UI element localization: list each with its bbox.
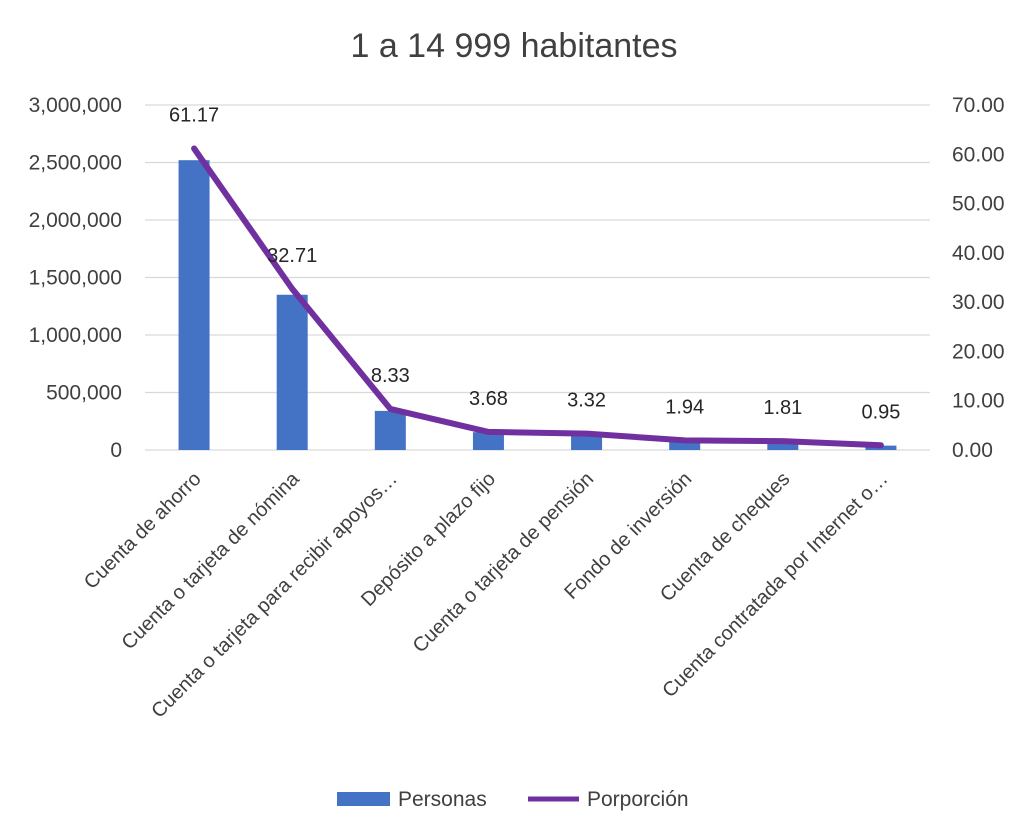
legend: Personas Porporción (337, 788, 689, 811)
right-tick-label: 40.00 (952, 242, 1005, 265)
line-series-proporcion (191, 145, 884, 449)
category-label: Cuenta contratada por Internet o… (658, 468, 892, 702)
category-label: Cuenta o tarjeta de pensión (409, 468, 598, 657)
data-label: 1.94 (665, 396, 704, 418)
line-proporcion (191, 145, 884, 449)
right-tick-label: 10.00 (952, 390, 1005, 413)
data-label: 0.95 (861, 401, 900, 423)
bar-personas (276, 294, 308, 450)
data-label: 8.33 (371, 365, 410, 387)
left-tick-label: 1,500,000 (29, 267, 122, 290)
bar-personas (669, 440, 701, 450)
legend-label-proporcion: Porporción (587, 788, 689, 811)
data-labels: 61.17 32.71 8.33 3.68 3.32 1.94 1.81 0.95 (169, 105, 900, 424)
legend-label-personas: Personas (398, 788, 487, 811)
bar-personas (374, 410, 406, 450)
bars-personas (178, 160, 897, 450)
data-label: 1.81 (763, 397, 802, 419)
chart-title: 1 a 14 999 habitantes (350, 27, 677, 65)
bar-personas (472, 432, 504, 450)
right-tick-label: 0.00 (952, 439, 993, 462)
left-tick-label: 3,000,000 (29, 94, 122, 117)
left-tick-label: 500,000 (46, 382, 122, 405)
data-label: 32.71 (267, 245, 317, 267)
bar-personas (178, 160, 210, 450)
right-tick-label: 20.00 (952, 340, 1005, 363)
right-tick-label: 50.00 (952, 193, 1005, 216)
data-label: 61.17 (169, 105, 219, 127)
bar-personas (767, 441, 799, 450)
legend-swatch-personas (337, 792, 390, 806)
left-tick-label: 1,000,000 (29, 324, 122, 347)
gridlines (145, 104, 930, 451)
right-tick-label: 60.00 (952, 143, 1005, 166)
left-tick-label: 2,000,000 (29, 209, 122, 232)
data-label: 3.32 (567, 390, 606, 412)
right-tick-label: 70.00 (952, 94, 1005, 117)
right-axis-ticks: 0.00 10.00 20.00 30.00 40.00 50.00 60.00 70.00 (952, 94, 1005, 462)
bar-personas (571, 433, 603, 450)
category-label: Cuenta o tarjeta de nómina (118, 467, 305, 654)
data-label: 3.68 (469, 388, 508, 410)
left-tick-label: 0 (110, 439, 122, 462)
left-axis-ticks: 0 500,000 1,000,000 1,500,000 2,000,000 2,500… (29, 94, 122, 462)
left-tick-label: 2,500,000 (29, 152, 122, 175)
right-tick-label: 30.00 (952, 291, 1005, 314)
